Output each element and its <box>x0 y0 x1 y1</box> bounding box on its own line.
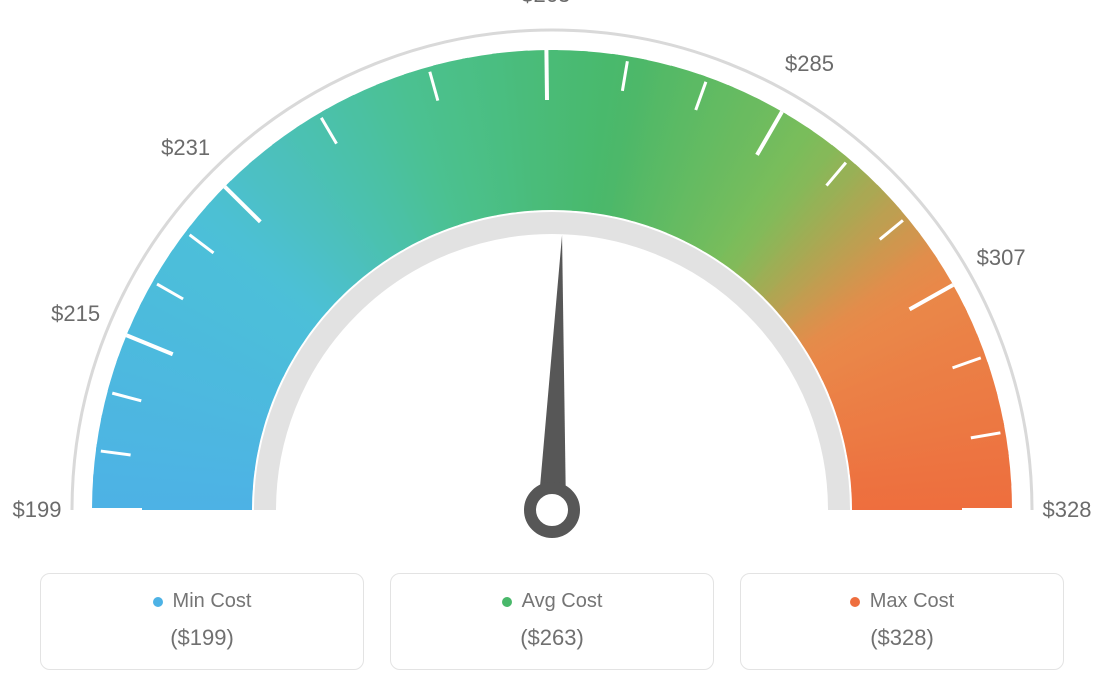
tick-label: $263 <box>521 0 570 8</box>
dot-icon <box>153 597 163 607</box>
legend-cards: Min Cost ($199) Avg Cost ($263) Max Cost… <box>0 573 1104 670</box>
tick-label: $199 <box>13 497 62 523</box>
gauge-area: $199 $215 $231 $263 $285 $307 $328 <box>0 0 1104 560</box>
avg-cost-card: Avg Cost ($263) <box>390 573 714 670</box>
avg-cost-value: ($263) <box>401 625 703 651</box>
gauge-svg <box>0 0 1104 560</box>
tick-label: $285 <box>785 51 834 77</box>
major-tick <box>546 50 547 100</box>
tick-label: $231 <box>161 135 210 161</box>
min-cost-card: Min Cost ($199) <box>40 573 364 670</box>
min-cost-value: ($199) <box>51 625 353 651</box>
avg-cost-title: Avg Cost <box>502 590 603 613</box>
min-cost-label: Min Cost <box>173 590 252 613</box>
max-cost-value: ($328) <box>751 625 1053 651</box>
tick-label: $328 <box>1043 497 1092 523</box>
dot-icon <box>502 597 512 607</box>
avg-cost-label: Avg Cost <box>522 590 603 613</box>
needle-hub <box>530 488 574 532</box>
max-cost-card: Max Cost ($328) <box>740 573 1064 670</box>
max-cost-label: Max Cost <box>870 590 954 613</box>
needle <box>538 235 566 510</box>
max-cost-title: Max Cost <box>850 590 954 613</box>
dot-icon <box>850 597 860 607</box>
tick-label: $307 <box>977 245 1026 271</box>
min-cost-title: Min Cost <box>153 590 252 613</box>
tick-label: $215 <box>51 301 100 327</box>
cost-gauge-widget: $199 $215 $231 $263 $285 $307 $328 Min Cost ($… <box>0 0 1104 690</box>
